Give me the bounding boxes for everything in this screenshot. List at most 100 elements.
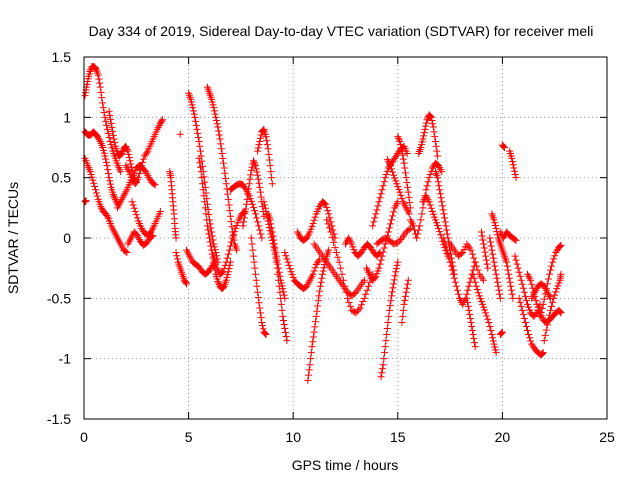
data-point-marker	[545, 270, 553, 278]
data-point-marker	[511, 170, 519, 178]
data-point-marker	[206, 234, 214, 242]
data-point-marker	[278, 306, 286, 314]
series-arc49	[498, 141, 508, 151]
data-point-marker	[471, 339, 479, 347]
data-point-marker	[518, 280, 526, 288]
series-arc45	[488, 210, 517, 302]
data-point-marker	[215, 131, 223, 139]
data-point-marker	[199, 186, 207, 194]
data-point-marker	[256, 304, 264, 312]
data-point-marker	[557, 270, 565, 278]
data-point-marker	[96, 83, 104, 91]
data-point-marker	[489, 250, 497, 258]
data-point-marker	[544, 316, 552, 324]
data-point-marker	[508, 290, 516, 298]
data-point-marker	[158, 116, 166, 124]
data-point-marker	[268, 224, 276, 232]
data-point-marker	[420, 132, 428, 140]
data-point-marker	[548, 302, 556, 310]
data-point-marker	[224, 190, 232, 198]
data-point-marker	[469, 270, 477, 278]
data-point-marker	[437, 194, 445, 202]
data-point-marker	[316, 282, 324, 290]
data-point-marker	[404, 280, 412, 288]
series-arc56	[536, 241, 565, 320]
data-point-marker	[431, 137, 439, 145]
data-point-marker	[374, 202, 382, 210]
data-point-marker	[384, 318, 392, 326]
data-point-marker	[149, 232, 157, 240]
data-point-marker	[538, 304, 546, 312]
data-point-marker	[551, 252, 559, 260]
data-point-marker	[226, 207, 234, 215]
data-point-marker	[381, 174, 389, 182]
data-point-marker	[259, 322, 267, 330]
data-point-marker	[465, 306, 473, 314]
data-point-marker	[385, 224, 393, 232]
data-point-marker	[510, 164, 518, 172]
data-point-marker	[254, 144, 262, 152]
data-point-marker	[106, 111, 114, 119]
data-point-marker	[247, 171, 255, 179]
data-point-marker	[98, 204, 106, 212]
data-point-marker	[383, 325, 391, 332]
data-point-marker	[248, 240, 256, 248]
data-point-marker	[140, 155, 148, 163]
data-point-marker	[504, 266, 512, 274]
x-axis-label: GPS time / hours	[292, 457, 399, 473]
data-point-marker	[496, 290, 504, 298]
data-point-marker	[544, 275, 552, 283]
data-point-marker	[557, 241, 565, 249]
data-point-marker	[100, 109, 108, 117]
data-point-marker	[196, 147, 204, 155]
data-point-marker	[252, 210, 260, 218]
x-tick-label: 5	[185, 429, 193, 445]
data-point-marker	[527, 337, 535, 345]
data-point-marker	[324, 220, 332, 228]
data-point-marker	[310, 216, 318, 224]
data-point-marker	[515, 268, 523, 276]
data-point-marker	[418, 210, 426, 218]
data-point-marker	[173, 252, 181, 260]
series-arc31	[377, 258, 402, 381]
data-point-marker	[434, 152, 442, 160]
data-point-marker	[432, 142, 440, 150]
data-point-marker	[464, 302, 472, 310]
data-point-marker	[420, 129, 428, 137]
data-point-marker	[94, 71, 102, 79]
data-point-marker	[398, 318, 406, 326]
data-point-marker	[272, 252, 280, 260]
data-point-marker	[425, 174, 433, 182]
data-point-marker	[547, 306, 555, 314]
data-point-marker	[522, 296, 530, 304]
data-point-marker	[474, 289, 482, 297]
data-point-marker	[440, 210, 448, 218]
data-point-marker	[172, 248, 180, 256]
data-point-marker	[264, 145, 272, 153]
data-point-marker	[540, 337, 548, 345]
data-point-marker	[249, 157, 257, 165]
data-point-marker	[126, 157, 134, 165]
data-point-marker	[541, 331, 549, 339]
data-point-marker	[103, 125, 111, 133]
data-point-marker	[92, 189, 100, 197]
data-point-marker	[434, 174, 442, 182]
data-point-marker	[385, 312, 393, 320]
data-point-marker	[481, 248, 489, 256]
series-arc46	[486, 234, 504, 302]
data-markers	[81, 63, 565, 384]
data-point-marker	[436, 190, 444, 198]
data-point-marker	[484, 315, 492, 323]
data-point-marker	[191, 113, 199, 121]
data-point-marker	[256, 183, 264, 191]
data-point-marker	[389, 284, 397, 292]
data-point-marker	[470, 254, 478, 262]
data-point-marker	[517, 276, 525, 284]
series-arc11	[172, 248, 191, 288]
data-point-marker	[434, 178, 442, 186]
data-point-marker	[345, 298, 353, 306]
data-point-marker	[254, 218, 262, 226]
data-point-marker	[268, 174, 276, 182]
data-point-marker	[482, 256, 490, 264]
